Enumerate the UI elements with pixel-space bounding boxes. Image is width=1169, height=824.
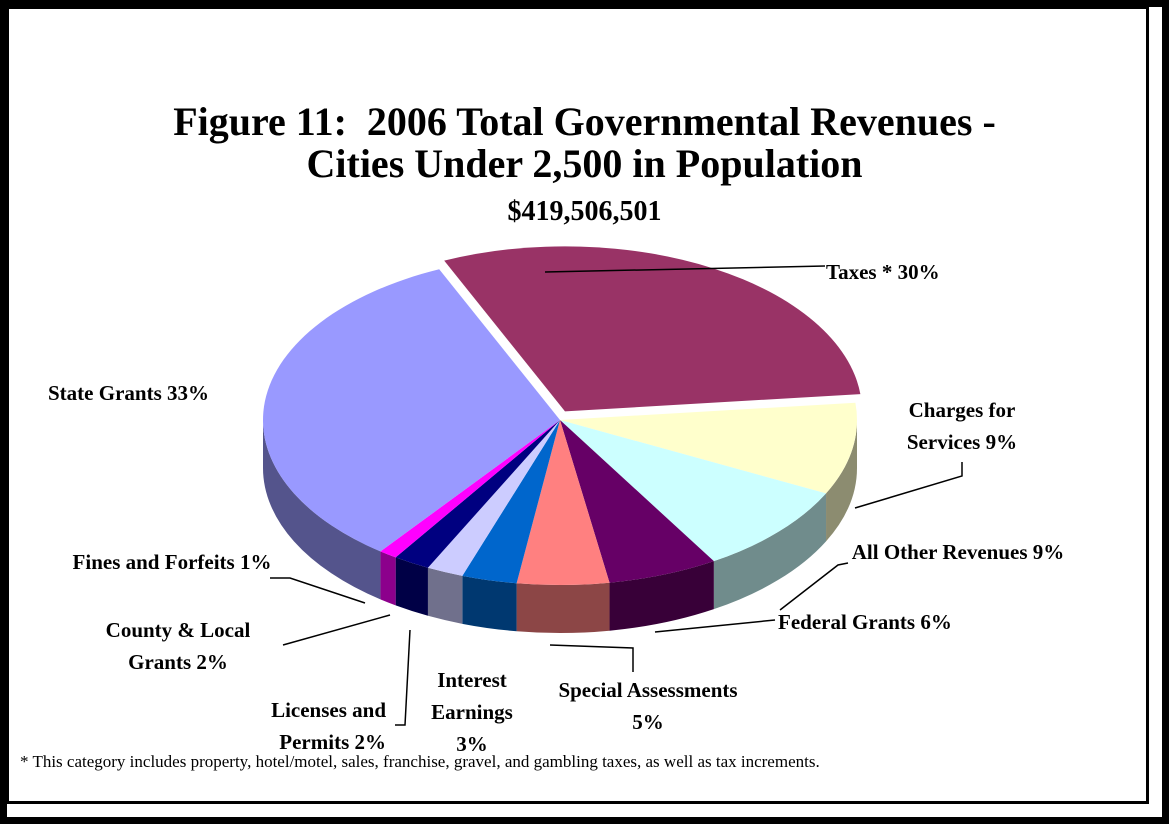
slice-side xyxy=(263,420,381,600)
value-label: 33% xyxy=(167,381,209,405)
category-label: State Grants xyxy=(48,381,162,405)
value-label: 3% xyxy=(456,732,488,756)
category-label: Charges for Services xyxy=(906,398,1016,454)
leader-line xyxy=(544,265,826,273)
slice-side xyxy=(516,582,610,633)
category-label: Federal Grants xyxy=(778,610,916,634)
value-label: 30% xyxy=(897,260,940,284)
value-label: 2% xyxy=(196,650,228,674)
slice-label: Charges for Services 9% xyxy=(870,394,1054,458)
slice xyxy=(516,420,610,585)
chart-subtitle: $419,506,501 xyxy=(507,196,662,227)
category-label: County & Local Grants xyxy=(105,618,251,674)
slice xyxy=(263,269,560,552)
slice-side xyxy=(427,567,463,624)
leader-line xyxy=(395,629,411,726)
slice xyxy=(380,420,560,558)
slice-label: All Other Revenues 9% xyxy=(842,536,1074,568)
slice-side xyxy=(380,551,396,606)
slice-side xyxy=(826,420,858,542)
category-label: All Other Revenues xyxy=(851,540,1028,564)
category-label: Special Assessments xyxy=(558,678,738,702)
slice xyxy=(462,420,560,584)
slice-label: Taxes * 30% xyxy=(826,256,996,288)
leader-line xyxy=(779,562,849,611)
slice xyxy=(444,246,861,412)
category-label: Fines and Forfeits xyxy=(72,550,235,574)
slice xyxy=(395,420,560,568)
slice xyxy=(560,420,714,583)
chart-title: Cities Under 2,500 in Population xyxy=(306,141,863,186)
leader-line xyxy=(549,644,634,672)
footnote: * This category includes property, hotel… xyxy=(20,752,820,771)
frame-inner xyxy=(6,6,1149,804)
slice-label: State Grants 33% xyxy=(48,377,278,409)
category-label: Taxes * xyxy=(826,260,893,284)
slice-label: Licenses and Permits 2% xyxy=(234,694,386,758)
slice-side xyxy=(713,493,827,610)
slice-label: Fines and Forfeits 1% xyxy=(62,546,282,578)
slice xyxy=(427,420,560,576)
slice xyxy=(560,402,857,494)
slice-label: Interest Earnings 3% xyxy=(417,664,527,760)
value-label: 9% xyxy=(1032,540,1065,564)
slice-label: Federal Grants 6% xyxy=(778,606,998,638)
value-label: 1% xyxy=(239,550,272,574)
slice-side xyxy=(609,561,714,631)
slice-label: Special Assessments 5% xyxy=(558,674,738,738)
chart-title: Figure 11: 2006 Total Governmental Reven… xyxy=(173,99,996,144)
leader-line xyxy=(282,614,391,646)
category-label: Interest Earnings xyxy=(431,668,513,724)
value-label: 6% xyxy=(920,610,952,634)
category-label: Licenses and Permits xyxy=(271,698,386,754)
slice xyxy=(560,420,827,562)
leader-line xyxy=(654,619,776,633)
leader-line xyxy=(270,577,366,604)
value-label: 9% xyxy=(985,430,1018,454)
leader-line xyxy=(854,462,963,509)
slice-side xyxy=(395,557,428,616)
value-label: 5% xyxy=(632,710,664,734)
slice-label: County & Local Grants 2% xyxy=(88,614,268,678)
value-label: 2% xyxy=(354,730,387,754)
slice-side xyxy=(462,575,517,632)
